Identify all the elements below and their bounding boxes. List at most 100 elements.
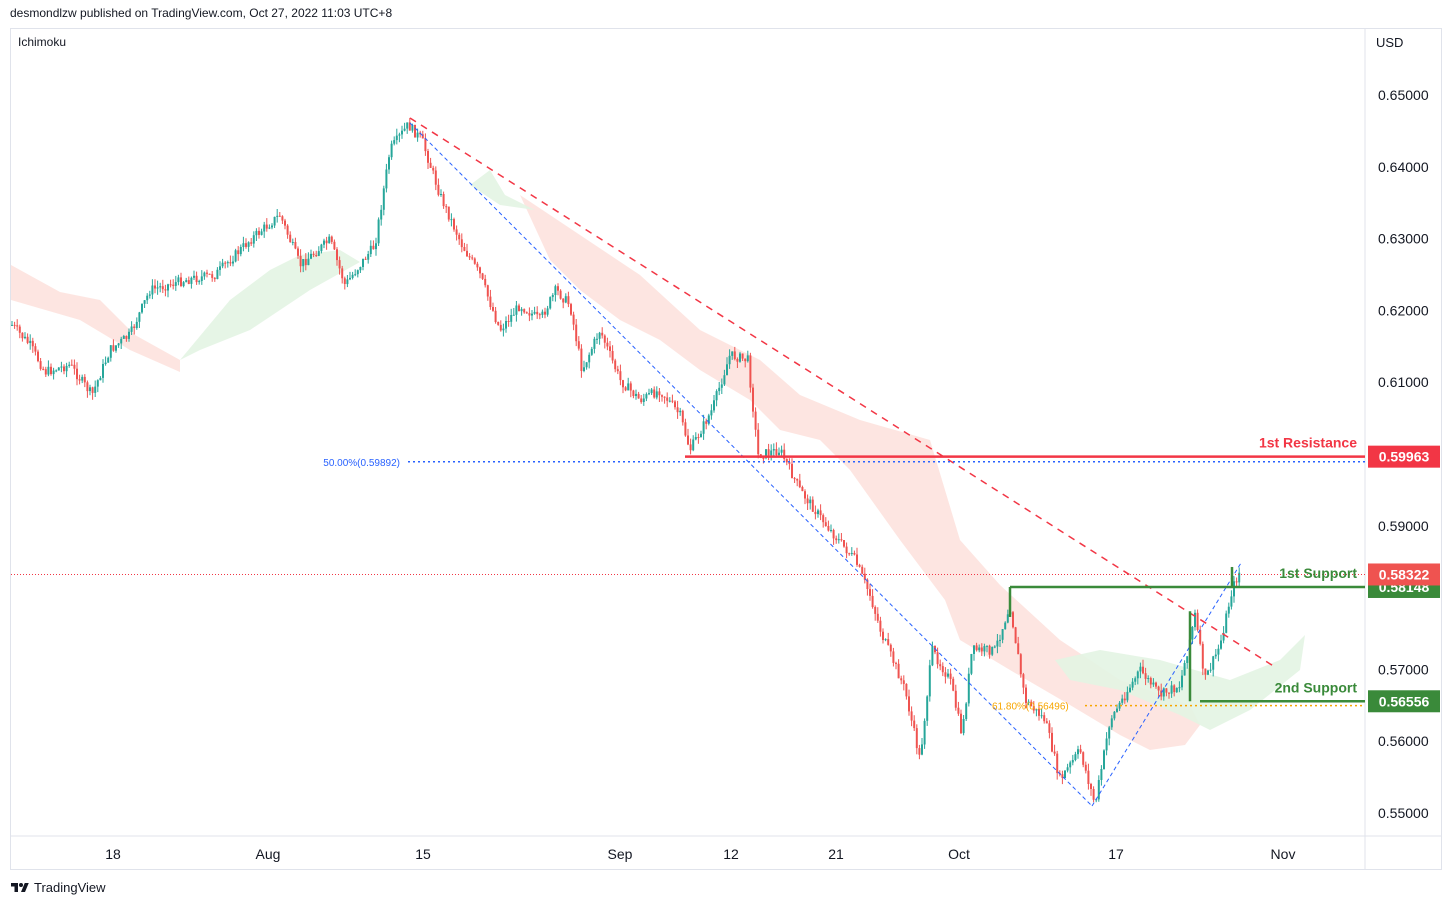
candle-bearish — [832, 528, 835, 545]
candle-bearish — [1051, 727, 1053, 753]
candle-body — [861, 566, 864, 574]
candle-body — [159, 286, 162, 288]
candle-body — [468, 256, 471, 258]
candle-bullish — [830, 524, 832, 533]
candle-body — [297, 248, 299, 256]
candle-body — [926, 696, 929, 721]
candle-bearish — [705, 418, 708, 430]
candle-body — [975, 645, 978, 651]
candle-body — [780, 449, 783, 453]
candle-body — [13, 324, 16, 326]
candle-bullish — [382, 185, 385, 216]
candle-bearish — [663, 396, 666, 404]
candle-body — [986, 645, 988, 647]
candle-bullish — [247, 241, 250, 252]
candle-body — [884, 639, 887, 641]
candle-body — [195, 275, 198, 283]
candle-bullish — [148, 290, 151, 299]
candle-bearish — [437, 178, 440, 197]
candle-body — [476, 263, 479, 268]
candle-bearish — [801, 485, 804, 492]
candle-bullish — [947, 669, 949, 679]
candle-body — [70, 364, 73, 366]
candles — [11, 117, 1241, 803]
candle-body — [598, 332, 601, 339]
candle-bullish — [1233, 576, 1235, 603]
candle-body — [967, 673, 970, 704]
time-tick-label: Aug — [256, 846, 281, 862]
price-line-label: 2nd Support — [1275, 679, 1358, 695]
candle-body — [128, 331, 130, 339]
candle-bearish — [297, 246, 299, 259]
candle-body — [190, 277, 193, 284]
candle-bullish — [694, 432, 697, 441]
candle-bearish — [658, 388, 661, 402]
candle-body — [853, 553, 856, 555]
candle-bullish — [921, 738, 923, 756]
price-axis[interactable]: 0.599630.581480.565560.583220.650000.640… — [1368, 87, 1440, 821]
candle-body — [455, 229, 458, 235]
candle-bullish — [723, 369, 726, 386]
candle-bearish — [775, 442, 778, 456]
candle-body — [739, 353, 741, 362]
candle-bullish — [702, 414, 705, 440]
candle-body — [887, 639, 890, 645]
candle-body — [1157, 686, 1160, 691]
time-axis[interactable]: 18 Aug 15 Sep 12 21 Oct 17 Nov — [105, 846, 1295, 862]
candle-body — [486, 285, 489, 297]
candle-bullish — [546, 305, 549, 317]
candle-body — [112, 345, 115, 351]
candle-bearish — [871, 589, 874, 609]
candle-body — [507, 321, 510, 322]
cloud-bullish — [1055, 635, 1305, 730]
candle-body — [819, 510, 822, 516]
candle-bearish — [1149, 676, 1152, 689]
candle-body — [1118, 702, 1121, 709]
candle-body — [520, 309, 523, 312]
candle-bullish — [1129, 684, 1131, 693]
candle-body — [273, 216, 276, 226]
candle-bearish — [687, 428, 689, 446]
candle-body — [1233, 581, 1235, 597]
candle-bullish — [390, 140, 393, 160]
candle-body — [692, 439, 695, 451]
candle-bearish — [21, 332, 24, 342]
candle-body — [601, 332, 604, 336]
candle-bearish — [835, 535, 838, 544]
candle-bearish — [733, 346, 736, 361]
candle-body — [585, 362, 588, 368]
candle-body — [538, 314, 541, 316]
candle-body — [1061, 774, 1064, 778]
candle-bullish — [159, 282, 162, 293]
candle-bearish — [1045, 718, 1048, 724]
candle-bullish — [1069, 760, 1072, 774]
candle-bullish — [375, 237, 377, 256]
candle-bearish — [1012, 611, 1014, 629]
candle-bullish — [928, 659, 931, 702]
candle-body — [219, 266, 221, 270]
candle-body — [91, 387, 94, 393]
candle-bullish — [965, 702, 968, 721]
candle-bullish — [627, 377, 630, 391]
candle-body — [835, 538, 838, 541]
candle-body — [928, 665, 931, 697]
candle-bullish — [1194, 609, 1196, 631]
candle-bullish — [596, 333, 598, 344]
candle-body — [624, 387, 627, 391]
price-badge-bg — [1368, 690, 1440, 713]
candle-body — [390, 143, 393, 158]
candle-body — [658, 391, 661, 396]
candle-body — [382, 188, 385, 210]
candle-body — [294, 242, 297, 249]
candle-body — [889, 644, 892, 652]
candle-body — [26, 336, 29, 343]
candle-bearish — [414, 124, 416, 138]
candle-bearish — [653, 386, 656, 399]
indicator-label[interactable]: Ichimoku — [18, 35, 67, 49]
candle-bearish — [572, 311, 575, 331]
candle-body — [432, 167, 435, 171]
candle-body — [1238, 572, 1241, 583]
candle-bearish — [265, 218, 268, 232]
candle-bearish — [34, 343, 37, 356]
